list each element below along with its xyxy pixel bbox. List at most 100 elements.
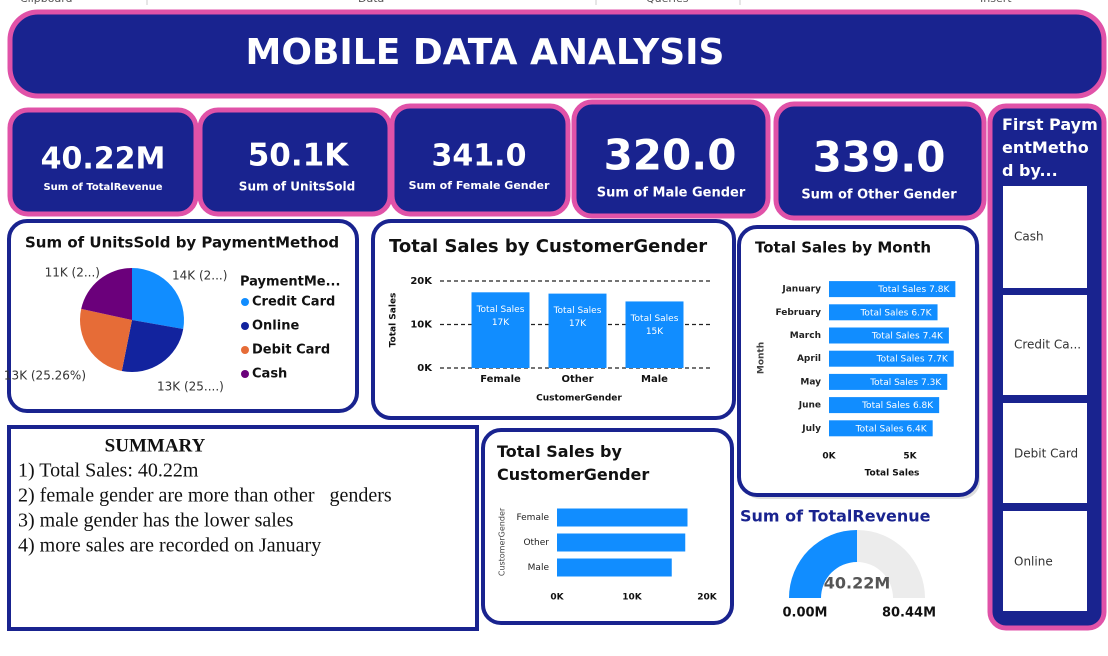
y-tick-label: Male [528,563,550,573]
legend-swatch [241,298,249,306]
data-label: Total Sales 7.3K [869,377,942,387]
slicer-item-box[interactable] [1003,403,1087,503]
kpi-label: Sum of Female Gender [409,179,550,192]
data-label-value: 7.7K [928,354,949,364]
summary-line: 2) female gender are more than other gen… [18,485,392,507]
y-tick-label: Female [516,513,549,523]
data-label: 13K (25....) [157,380,224,394]
y-tick-label: 10K [410,320,433,331]
y-tick-label: 0K [417,363,433,374]
pie-slice [121,320,184,372]
header-banner [7,9,1107,99]
slicer-title-box: First PaymentMethod by... [1002,115,1098,180]
data-label-name: Total Sales [855,424,904,434]
bar [625,301,684,368]
chart-title-box: Total Sales by CustomerGender [497,442,649,484]
bar [829,281,956,298]
summary-line: 4) more sales are recorded on January [18,535,321,557]
summary-line: 3) male gender has the lower sales [18,510,294,532]
ribbon: Clipboard Data Queries Insert [20,0,1012,5]
bar [829,373,948,390]
data-label-value: 7.8K [929,285,950,295]
data-label-name: Total Sales [861,401,910,411]
header-title: MOBILE DATA ANALYSIS [246,32,725,73]
gauge-tick-label: 0.00M [782,606,827,621]
x-axis-label: CustomerGender [536,394,622,404]
y-axis-label: CustomerGender [498,507,507,576]
x-tick-label: 5K [903,452,917,462]
x-tick-label: 0K [822,452,836,462]
bar [557,533,686,552]
gauge-value [789,530,857,598]
data-label: 11K (2...) [45,266,100,280]
legend-label: Cash [252,367,287,382]
bar [471,292,530,368]
y-tick-label: June [798,401,821,411]
kpi-card [773,101,987,221]
slicer-item-box[interactable] [1003,511,1087,611]
kpi-card [7,107,199,217]
legend-swatch [241,346,249,354]
x-tick-label: 20K [697,593,718,603]
kpi-label: Sum of UnitsSold [239,180,355,194]
y-tick-label: 20K [410,276,433,287]
data-label-name: Total Sales [630,314,679,324]
chart-title: Sum of TotalRevenue [740,507,931,526]
data-label: Total Sales 7.7K [876,354,949,364]
bar [557,508,688,527]
y-axis-label: Month [757,342,767,374]
kpi-value: 40.22M [41,142,166,177]
kpi-value: 320.0 [604,131,737,180]
bar [829,397,940,414]
pie-slice [80,308,132,371]
ribbon-label: Data [358,0,384,5]
y-tick-label: May [800,377,821,387]
legend-swatch [241,322,249,330]
kpi-label: Sum of TotalRevenue [43,182,162,193]
bar [829,327,949,344]
data-label-name: Total Sales [877,285,926,295]
y-tick-label: July [801,424,821,434]
data-label: Total Sales 7.4K [871,331,944,341]
gauge-label: 40.22M [824,574,891,593]
data-label: 17K [569,319,587,329]
x-tick-label: 0K [550,593,564,603]
summary-panel [7,425,479,631]
chart-title: Total Sales by CustomerGender [389,236,707,257]
ribbon-label: Insert [980,0,1012,5]
kpi-label: Sum of Male Gender [597,186,746,201]
kpi-card [571,99,771,219]
kpi-value: 50.1K [248,138,349,174]
summary-title: SUMMARY [105,435,206,456]
bar [829,420,933,437]
slicer-item[interactable]: Cash [1014,230,1044,244]
data-label-name: Total Sales [553,306,602,316]
slicer-item-box[interactable] [1003,186,1087,288]
summary-line: 1) Total Sales: 40.22m [18,460,199,482]
legend-label: Debit Card [252,343,330,358]
bar [829,304,938,321]
data-label-name: Total Sales [859,308,908,318]
slicer-item[interactable]: Debit Card [1014,447,1078,461]
data-label: 13K (25.26%) [4,369,86,383]
gauge-tick-label: 80.44M [882,606,936,621]
slicer-item[interactable]: Online [1014,555,1053,569]
kpi-value: 341.0 [432,139,527,174]
legend-title: PaymentMe... [240,275,340,290]
data-label: Total Sales 6.8K [861,401,934,411]
data-label: Total Sales 6.7K [859,308,932,318]
data-label-value: 7.3K [921,377,942,387]
slicer-item-box[interactable] [1003,295,1087,395]
pie-slice [81,268,132,320]
slicer-item[interactable]: Credit Ca... [1014,338,1081,352]
data-label: 15K [646,327,664,337]
chart-title: Total Sales by Month [755,239,931,257]
data-label-name: Total Sales [876,354,925,364]
bar [557,558,672,577]
kpi-label: Sum of Other Gender [801,188,957,203]
slicer-title: First PaymentMethod by... [1002,115,1098,180]
x-tick-label: 10K [622,593,643,603]
data-label-name: Total Sales [871,331,920,341]
chart-title: Sum of UnitsSold by PaymentMethod [25,234,339,252]
